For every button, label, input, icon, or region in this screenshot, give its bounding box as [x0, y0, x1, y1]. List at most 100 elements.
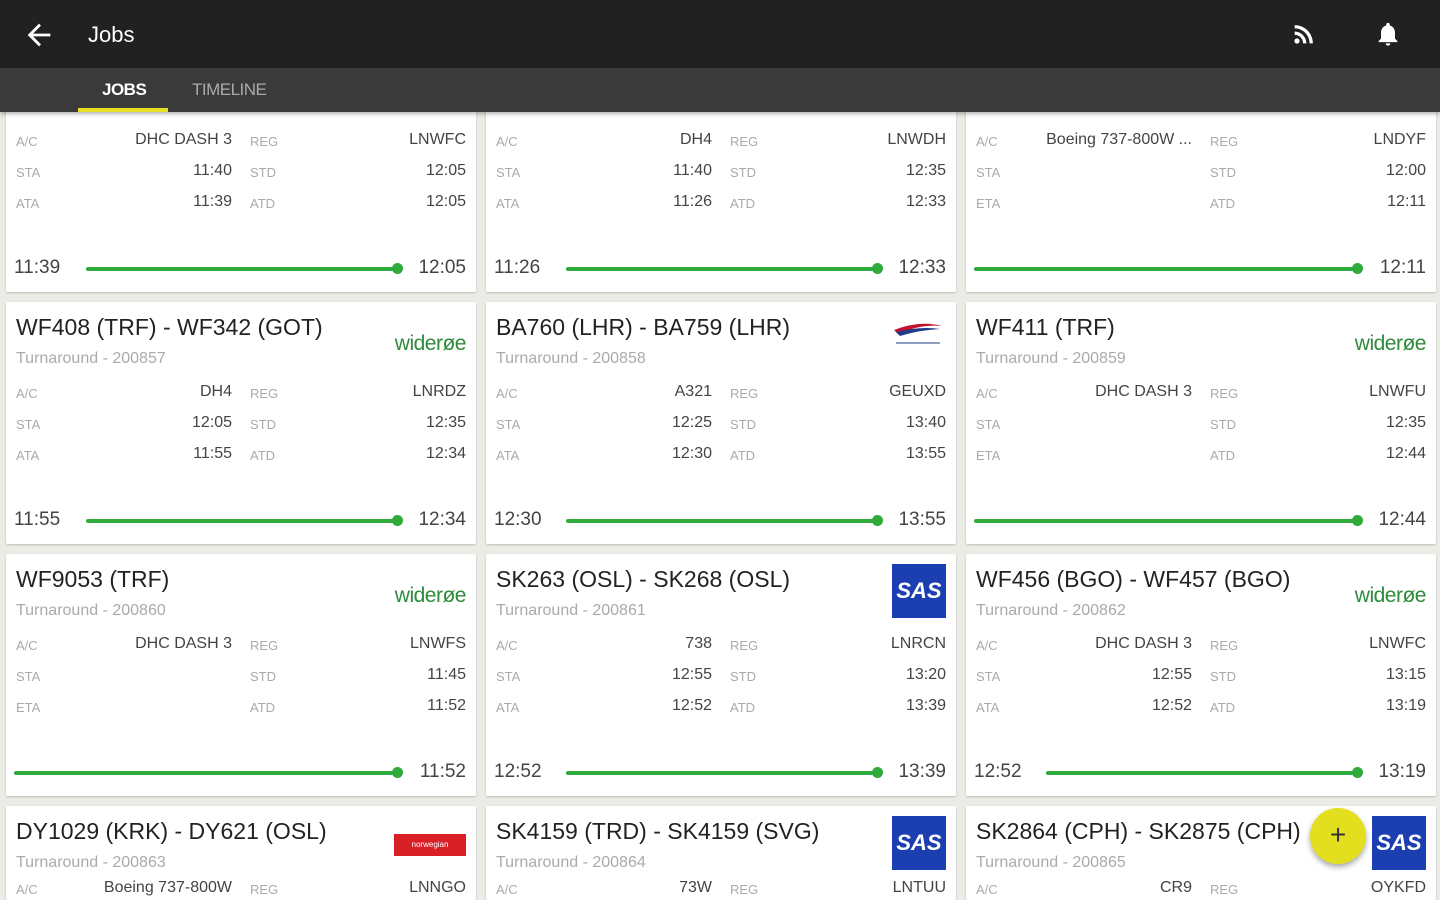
norwegian-logo: norwegian: [394, 834, 466, 856]
ba-logo: [890, 320, 946, 350]
field-label: A/C: [976, 386, 998, 401]
wideroe-logo: widerøe: [395, 332, 467, 356]
field-value: LNWFU: [1369, 383, 1426, 400]
progress-end-time: 12:33: [898, 257, 946, 278]
progress-start-time: 11:39: [14, 257, 61, 278]
progress-bar: [14, 771, 398, 775]
field-label: STA: [16, 669, 41, 684]
field-value: OYKFD: [1370, 879, 1426, 896]
logo-text: SAS: [896, 830, 942, 855]
field-value: 12:52: [671, 697, 712, 714]
job-card[interactable]: WF411 (TRF) Turnaround - 200859 widerøe A/C…: [966, 302, 1436, 544]
field-value: 12:33: [905, 193, 946, 210]
field-label: ATA: [16, 448, 40, 463]
job-subtitle: Turnaround - 200860: [16, 602, 166, 619]
field-label: REG: [730, 386, 759, 401]
job-title: WF408 (TRF) - WF342 (GOT): [16, 314, 323, 340]
job-subtitle: Turnaround - 200864: [496, 854, 646, 871]
progress-end-time: 12:34: [418, 509, 466, 530]
field-label: STD: [250, 417, 276, 432]
field-value: LNWFS: [410, 635, 466, 652]
bell-icon[interactable]: [1374, 20, 1402, 48]
job-card[interactable]: BA760 (LHR) - BA759 (LHR) Turnaround - 20…: [486, 302, 956, 544]
job-subtitle: Turnaround - 200857: [16, 350, 166, 367]
field-value: LNRDZ: [412, 383, 466, 400]
field-label: STD: [1210, 669, 1236, 684]
field-label: STA: [496, 165, 521, 180]
field-label: ATA: [496, 196, 520, 211]
job-card[interactable]: SK4159 (TRD) - SK4159 (SVG) Turnaround - …: [486, 806, 956, 900]
field-label: A/C: [976, 638, 998, 653]
arrow-left-icon[interactable]: [22, 18, 56, 52]
job-card[interactable]: WF9053 (TRF) Turnaround - 200860 widerøe A/…: [6, 554, 476, 796]
field-label: STA: [496, 669, 521, 684]
field-label: A/C: [496, 134, 518, 149]
field-value: 11:40: [673, 162, 712, 179]
field-value: 12:25: [671, 414, 712, 431]
field-label: STD: [730, 417, 756, 432]
field-label: STD: [730, 669, 756, 684]
tab-bar: JOBS TIMELINE: [0, 68, 1440, 112]
field-label: A/C: [976, 134, 998, 149]
field-label: ATA: [496, 700, 520, 715]
field-label: A/C: [496, 638, 518, 653]
logo-text: widerøe: [394, 584, 467, 607]
field-value: 13:20: [905, 666, 946, 683]
field-value: 11:55: [193, 445, 232, 462]
field-label: STD: [730, 165, 756, 180]
job-subtitle: Turnaround - 200858: [496, 350, 646, 367]
field-value: 13:15: [1385, 666, 1426, 683]
app-bar: Jobs: [0, 0, 1440, 68]
field-label: REG: [1210, 386, 1239, 401]
field-value: DHC DASH 3: [135, 131, 232, 148]
field-value: 11:26: [673, 193, 712, 210]
job-subtitle: Turnaround - 200865: [976, 854, 1126, 871]
active-tab-indicator: [78, 108, 168, 112]
field-value: LNRCN: [890, 635, 946, 652]
field-label: STD: [1210, 417, 1236, 432]
job-subtitle: Turnaround - 200863: [16, 854, 166, 871]
field-value: 12:05: [425, 193, 466, 210]
field-label: ATA: [16, 196, 40, 211]
progress-dot: [392, 263, 403, 274]
field-value: 12:44: [1385, 445, 1426, 462]
field-label: REG: [1210, 882, 1239, 897]
job-card[interactable]: DY1029 (KRK) - DY621 (OSL) Turnaround - 2…: [6, 806, 476, 900]
field-value: 12:00: [1385, 162, 1426, 179]
field-label: A/C: [496, 386, 518, 401]
progress-dot: [1352, 263, 1363, 274]
job-card[interactable]: SK263 (OSL) - SK268 (OSL) Turnaround - 20…: [486, 554, 956, 796]
tab-timeline[interactable]: TIMELINE: [192, 80, 267, 99]
field-value: 73W: [679, 879, 712, 896]
field-label: STA: [976, 669, 1001, 684]
rss-icon[interactable]: [1290, 20, 1318, 48]
job-card[interactable]: SK2864 (CPH) - SK2875 (CPH) Turnaround - …: [966, 806, 1436, 900]
field-value: LNWFC: [409, 131, 466, 148]
field-value: DHC DASH 3: [1095, 383, 1192, 400]
progress-end-time: 12:11: [1379, 257, 1426, 278]
progress-dot: [872, 515, 883, 526]
add-job-button[interactable]: +: [1310, 808, 1366, 864]
field-label: ETA: [976, 196, 1001, 211]
field-label: A/C: [16, 638, 38, 653]
field-label: STD: [1210, 165, 1236, 180]
logo-text: norwegian: [411, 840, 449, 849]
add-icon: +: [1329, 819, 1347, 850]
field-label: ATA: [496, 448, 520, 463]
sas-logo: SAS: [892, 564, 946, 618]
field-label: STA: [16, 417, 41, 432]
field-label: ATD: [250, 196, 276, 211]
progress-bar: [566, 771, 878, 775]
field-label: REG: [730, 638, 759, 653]
field-label: STA: [976, 165, 1001, 180]
field-value: DHC DASH 3: [135, 635, 232, 652]
field-value: DH4: [679, 131, 712, 148]
field-value: 13:55: [905, 445, 946, 462]
progress-dot: [392, 515, 403, 526]
progress-bar: [566, 519, 878, 523]
job-card[interactable]: WF408 (TRF) - WF342 (GOT) Turnaround - 20…: [6, 302, 476, 544]
tab-jobs[interactable]: JOBS: [102, 80, 147, 99]
job-card[interactable]: WF456 (BGO) - WF457 (BGO) Turnaround - 20…: [966, 554, 1436, 796]
logo-text: SAS: [1376, 830, 1422, 855]
